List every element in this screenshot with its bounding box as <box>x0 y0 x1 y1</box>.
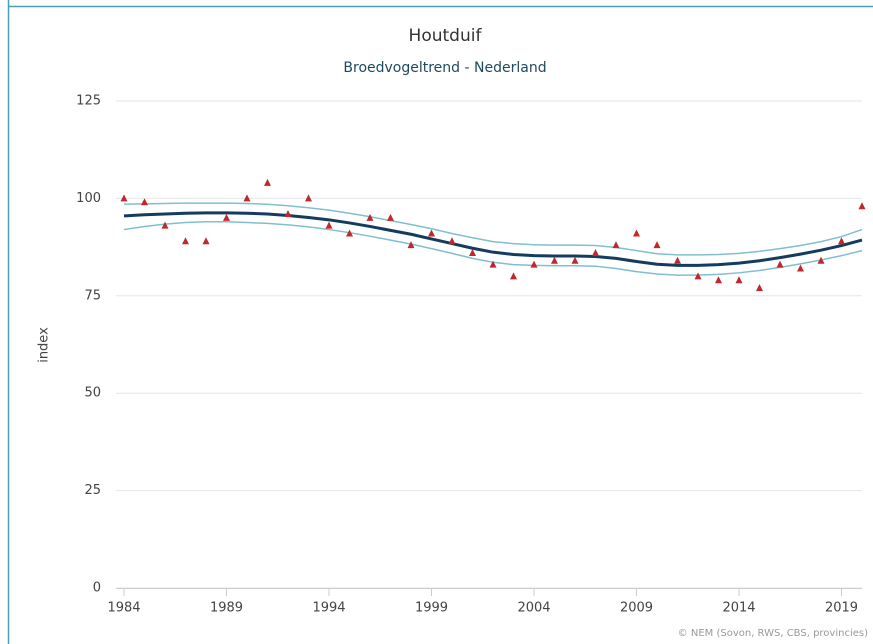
count-marker <box>674 256 681 264</box>
count-marker <box>141 198 148 206</box>
count-marker <box>120 194 128 202</box>
count-marker <box>346 229 353 237</box>
y-tick-label: 50 <box>84 386 101 401</box>
count-marker <box>202 237 210 245</box>
count-marker <box>366 213 374 221</box>
count-marker <box>530 260 538 268</box>
count-marker <box>305 194 312 202</box>
count-marker <box>571 256 579 264</box>
count-marker <box>592 248 599 256</box>
x-tick-label: 1989 <box>210 601 243 616</box>
x-tick-label: 1994 <box>312 601 345 616</box>
count-marker <box>223 213 230 221</box>
count-marker <box>735 276 743 284</box>
x-tick-label: 1999 <box>415 601 448 616</box>
count-marker <box>387 213 394 221</box>
count-marker <box>489 260 497 268</box>
x-tick-label: 2004 <box>517 601 550 616</box>
chart-title: Houtduif <box>409 26 483 46</box>
count-marker <box>243 194 251 202</box>
y-tick-label: 25 <box>84 483 101 498</box>
count-marker <box>633 229 640 237</box>
x-tick-label: 2014 <box>722 601 755 616</box>
y-tick-label: 0 <box>93 581 101 596</box>
credit: © NEM (Sovon, RWS, CBS, provincies) <box>678 628 868 639</box>
count-marker <box>284 209 292 217</box>
y-tick-label: 75 <box>84 288 101 303</box>
trend-line <box>123 211 863 267</box>
chart-subtitle: Broedvogeltrend - Nederland <box>343 60 546 76</box>
y-axis-label: index <box>37 327 52 363</box>
count-marker <box>448 237 456 245</box>
count-marker <box>797 264 804 272</box>
x-tick-label: 2009 <box>620 601 653 616</box>
y-tick-label: 125 <box>76 94 101 109</box>
count-marker <box>838 237 845 245</box>
trend-line <box>123 202 863 256</box>
count-marker <box>428 229 435 237</box>
count-marker <box>817 256 825 264</box>
count-marker <box>715 276 722 284</box>
count-marker <box>325 221 333 229</box>
count-marker <box>161 221 169 229</box>
x-tick-label: 2019 <box>825 601 858 616</box>
count-marker <box>551 256 558 264</box>
count-marker <box>182 237 189 245</box>
count-marker <box>264 178 271 186</box>
count-marker <box>612 241 620 249</box>
y-tick-label: 100 <box>76 191 101 206</box>
x-tick-label: 1984 <box>107 601 140 616</box>
count-marker <box>653 241 661 249</box>
count-marker <box>510 272 517 280</box>
count-marker <box>858 202 866 210</box>
count-marker <box>694 272 702 280</box>
count-marker <box>469 248 476 256</box>
count-marker <box>756 284 763 292</box>
count-marker <box>776 260 784 268</box>
count-marker <box>407 241 415 249</box>
